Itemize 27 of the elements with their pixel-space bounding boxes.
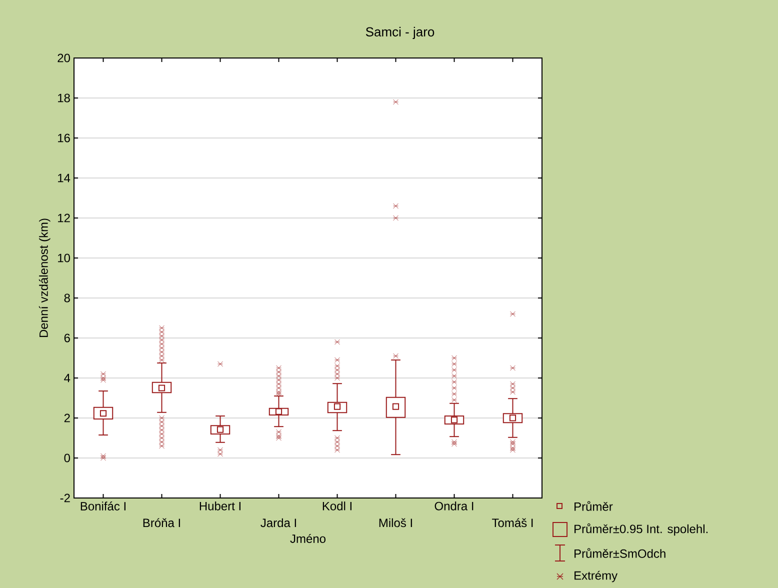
x-tick-label: Tomáš I: [492, 518, 533, 528]
y-tick-label: 10: [58, 254, 70, 262]
x-tick-label: Bonifác I: [80, 502, 126, 510]
text: Průměr±SmOdch: [574, 548, 666, 558]
text: Extrémy: [574, 570, 618, 582]
y-tick-label: 0: [64, 454, 70, 462]
x-tick-label: Ondra I: [434, 502, 474, 510]
x-tick-label: Miloš I: [379, 518, 412, 528]
y-tick-label: -2: [60, 494, 70, 502]
x-tick-label: Kodl I: [322, 502, 352, 510]
text: Průměr: [574, 501, 613, 511]
x-axis-title: Jméno: [290, 534, 326, 543]
y-tick-label: 4: [64, 374, 70, 382]
text: Průměr±0.95 Int. spolehl.: [574, 523, 708, 536]
y-tick-label: 2: [64, 414, 70, 422]
x-tick-label: Hubert I: [200, 502, 240, 510]
x-tick-label: Bróňa I: [143, 518, 180, 528]
y-tick-label: 16: [58, 134, 70, 142]
y-tick-label: 14: [58, 174, 70, 182]
x-tick-label: Jarda I: [260, 518, 296, 528]
y-tick-label: 12: [58, 214, 70, 222]
y-tick-label: 6: [64, 334, 70, 342]
y-tick-label: 20: [58, 54, 70, 62]
y-tick-label: 18: [58, 94, 70, 102]
chart-title: Samci - jaro: [366, 26, 434, 40]
y-tick-label: 8: [64, 294, 70, 302]
y-axis-title: Denní vzdálenost (km): [38, 218, 50, 338]
